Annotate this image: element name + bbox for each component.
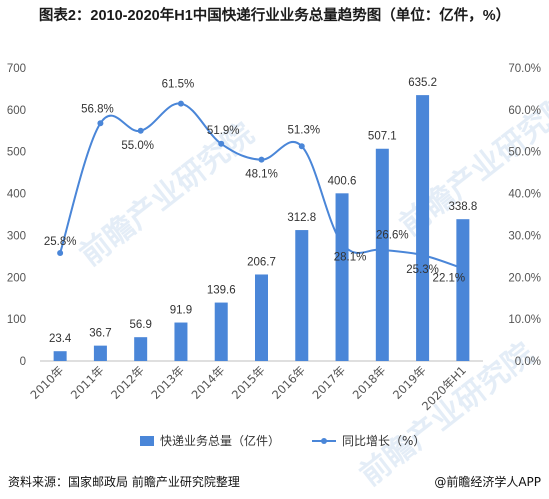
- growth-value-label: 48.1%: [245, 169, 278, 181]
- growth-point: [379, 246, 386, 253]
- x-tick-label: 2015年: [229, 363, 268, 402]
- y-left-tick-label: 700: [7, 63, 26, 75]
- growth-value-label: 56.8%: [81, 103, 114, 115]
- x-tick-label: 2017年: [309, 363, 348, 402]
- bar-value-label: 23.4: [49, 333, 72, 345]
- y-right-tick-label: 0.0%: [515, 356, 541, 368]
- bar: [416, 95, 430, 362]
- bar-value-label: 312.8: [287, 212, 316, 224]
- bar: [134, 337, 148, 361]
- growth-point: [57, 250, 64, 257]
- x-tick-label: 2019年: [390, 363, 429, 402]
- chart-title: 图表2：2010-2020年H1中国快递行业业务总量趋势图（单位：亿件，%）: [38, 8, 511, 24]
- bar-value-label: 400.6: [328, 175, 357, 187]
- x-tick-label: 2010年: [28, 363, 67, 402]
- legend-line-label: 同比增长（%）: [342, 434, 425, 448]
- legend-bar-label: 快递业务总量（亿件）: [160, 433, 280, 448]
- legend-bar-swatch: [140, 436, 154, 446]
- growth-point: [339, 240, 346, 247]
- growth-point: [218, 140, 225, 147]
- bar-value-label: 139.6: [207, 285, 236, 297]
- bar: [214, 302, 228, 361]
- growth-value-label: 26.6%: [376, 230, 409, 242]
- bar-value-label: 91.9: [170, 305, 192, 317]
- y-right-tick-label: 50.0%: [508, 147, 541, 159]
- y-right-tick-label: 40.0%: [508, 189, 541, 201]
- growth-point: [177, 100, 184, 107]
- y-left-tick-label: 300: [7, 230, 26, 242]
- y-left-tick-label: 100: [7, 314, 26, 326]
- bar: [335, 193, 349, 361]
- growth-line: [59, 102, 464, 270]
- growth-value-label: 55.0%: [121, 140, 154, 152]
- y-right-tick-label: 60.0%: [508, 105, 541, 117]
- x-tick-label: 2020年H1: [419, 363, 469, 413]
- x-tick-label: 2012年: [108, 363, 147, 402]
- y-right-tick-label: 30.0%: [508, 230, 541, 242]
- y-right-tick-label: 20.0%: [508, 272, 541, 284]
- bar: [456, 219, 470, 361]
- bar: [295, 230, 309, 361]
- growth-value-label: 51.3%: [287, 124, 320, 136]
- growth-value-label: 28.1%: [334, 251, 367, 263]
- growth-value-label: 61.5%: [162, 79, 195, 91]
- growth-point: [459, 265, 466, 272]
- bar: [93, 345, 107, 361]
- y-left-tick-label: 600: [7, 105, 26, 117]
- y-left-tick-label: 400: [7, 189, 26, 201]
- bar: [53, 351, 67, 361]
- growth-value-label: 25.3%: [406, 264, 439, 276]
- x-tick-label: 2018年: [350, 363, 389, 402]
- bar-value-label: 56.9: [129, 319, 151, 331]
- growth-point: [419, 252, 426, 259]
- legend-line-marker: [321, 438, 327, 444]
- growth-point: [137, 127, 144, 134]
- bar: [255, 274, 268, 361]
- growth-point: [258, 156, 265, 163]
- bar: [174, 322, 188, 361]
- bar-value-label: 635.2: [408, 77, 437, 89]
- growth-value-label: 22.1%: [433, 272, 466, 284]
- source-note: 资料来源：国家邮政局 前瞻产业研究院整理: [8, 475, 240, 489]
- growth-point: [298, 143, 305, 150]
- bar-value-label: 206.7: [247, 256, 276, 268]
- growth-value-label: 51.9%: [207, 125, 240, 137]
- bar-value-label: 36.7: [89, 328, 111, 340]
- growth-point: [97, 120, 104, 127]
- x-tick-label: 2013年: [148, 363, 187, 402]
- bar: [375, 148, 389, 361]
- x-tick-label: 2016年: [269, 363, 308, 402]
- y-left-tick-label: 0: [20, 356, 26, 368]
- x-tick-label: 2011年: [68, 363, 107, 402]
- y-left-tick-label: 500: [7, 147, 26, 159]
- x-tick-label: 2014年: [189, 363, 228, 402]
- y-left-tick-label: 200: [7, 272, 26, 284]
- y-right-tick-label: 70.0%: [508, 63, 541, 75]
- bar-value-label: 507.1: [368, 131, 397, 143]
- growth-value-label: 25.8%: [44, 236, 77, 248]
- bar-value-label: 338.8: [448, 201, 477, 213]
- credit-note: @前瞻经济学人APP: [434, 475, 541, 489]
- y-right-tick-label: 10.0%: [508, 314, 541, 326]
